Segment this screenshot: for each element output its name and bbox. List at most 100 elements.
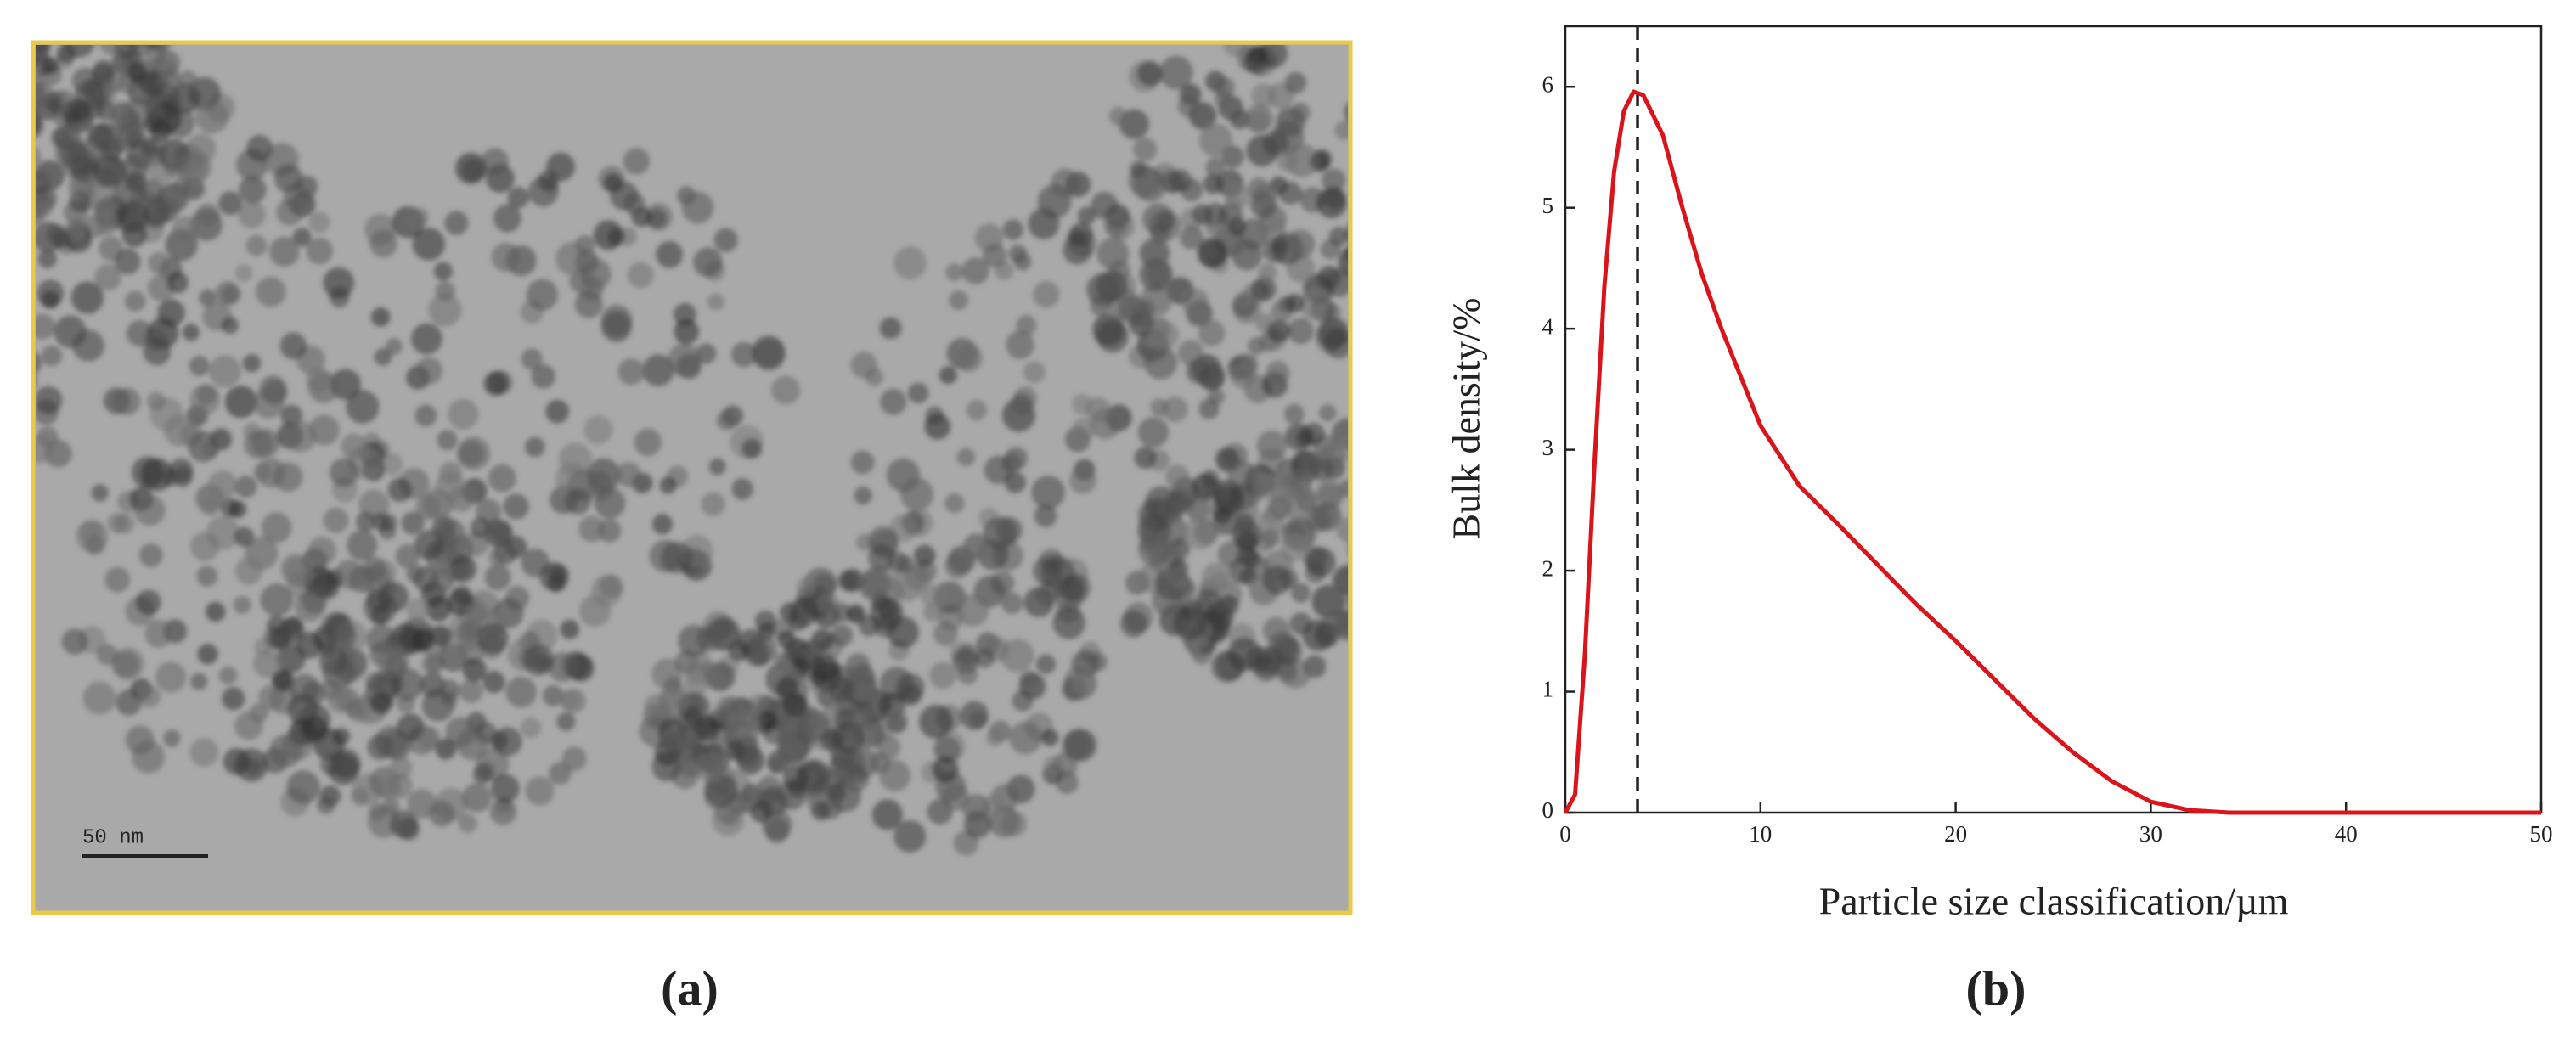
particle xyxy=(401,511,425,535)
particle xyxy=(182,324,200,341)
particle xyxy=(656,240,684,268)
particle xyxy=(1355,490,1379,515)
particle xyxy=(1119,610,1147,638)
particle xyxy=(1290,583,1311,603)
particle xyxy=(329,458,359,487)
particle xyxy=(462,159,485,182)
x-axis-label: Particle size classification/µm xyxy=(1819,880,2289,923)
particle xyxy=(387,477,412,503)
particle xyxy=(196,566,218,588)
particle xyxy=(234,476,257,498)
particle xyxy=(481,148,509,176)
particle xyxy=(69,15,93,40)
particle xyxy=(899,477,934,511)
particle xyxy=(525,776,555,806)
particle xyxy=(1158,55,1193,90)
particle xyxy=(190,673,208,690)
particle xyxy=(256,458,286,488)
particle xyxy=(956,448,976,467)
particle xyxy=(491,242,521,272)
particle xyxy=(693,247,723,278)
particle xyxy=(503,493,529,520)
particle xyxy=(1322,168,1346,193)
particle xyxy=(414,494,441,521)
particle xyxy=(54,125,82,152)
particle xyxy=(859,570,890,602)
particle xyxy=(870,595,904,629)
particle xyxy=(74,19,98,42)
particle xyxy=(465,602,486,623)
particle xyxy=(1252,183,1277,210)
particle xyxy=(127,74,159,106)
particle xyxy=(1382,543,1401,562)
particle xyxy=(1108,106,1128,126)
particle xyxy=(1096,320,1129,353)
particle xyxy=(617,358,645,386)
particle xyxy=(564,488,591,515)
particle xyxy=(124,290,146,312)
particle xyxy=(939,366,957,385)
particle xyxy=(96,17,114,35)
particle xyxy=(223,748,250,775)
particle xyxy=(435,280,455,301)
particle xyxy=(334,559,365,590)
particle xyxy=(730,341,757,368)
particle xyxy=(724,707,756,738)
particle xyxy=(883,708,908,734)
particle xyxy=(1254,532,1275,553)
particle xyxy=(370,307,391,327)
particle xyxy=(239,176,267,204)
particle xyxy=(161,183,190,212)
particle xyxy=(378,582,409,613)
particle xyxy=(197,644,218,665)
particle xyxy=(1198,319,1226,347)
particle xyxy=(127,62,147,82)
particle xyxy=(95,99,116,121)
particle xyxy=(580,258,612,290)
particle xyxy=(234,557,263,585)
particle xyxy=(189,532,220,561)
particle xyxy=(285,420,317,453)
particle xyxy=(144,327,168,352)
y-tick-label: 5 xyxy=(1542,193,1554,218)
particle xyxy=(140,138,160,158)
particle xyxy=(1237,545,1258,566)
particle xyxy=(893,246,927,280)
particle xyxy=(811,653,840,683)
particle xyxy=(36,375,37,386)
particle xyxy=(1353,493,1385,525)
particle xyxy=(1009,721,1043,755)
particle xyxy=(1304,504,1333,532)
particle xyxy=(189,738,219,768)
particle xyxy=(870,752,891,774)
particle xyxy=(1278,181,1303,205)
particle xyxy=(306,367,332,393)
particle xyxy=(1267,319,1291,343)
particle xyxy=(1004,471,1026,493)
particle xyxy=(1103,212,1128,238)
particle xyxy=(899,684,922,706)
x-tick-label: 10 xyxy=(1749,821,1772,847)
particle xyxy=(112,177,146,211)
particle xyxy=(189,355,210,376)
x-tick-label: 20 xyxy=(1944,821,1967,847)
particle xyxy=(907,382,929,404)
particle xyxy=(520,717,542,739)
particle xyxy=(1040,576,1065,600)
particle xyxy=(810,801,831,821)
particle xyxy=(1227,637,1261,672)
particle xyxy=(767,757,785,774)
particle xyxy=(1290,102,1311,123)
particle xyxy=(6,336,32,363)
particle xyxy=(116,8,136,29)
particle xyxy=(865,368,883,386)
particle xyxy=(320,753,343,776)
particle xyxy=(966,399,988,421)
particle xyxy=(0,93,23,122)
y-tick-label: 1 xyxy=(1542,677,1554,702)
particle xyxy=(380,453,403,476)
particle xyxy=(1364,561,1398,595)
particle xyxy=(166,272,189,294)
particle xyxy=(1318,404,1337,422)
